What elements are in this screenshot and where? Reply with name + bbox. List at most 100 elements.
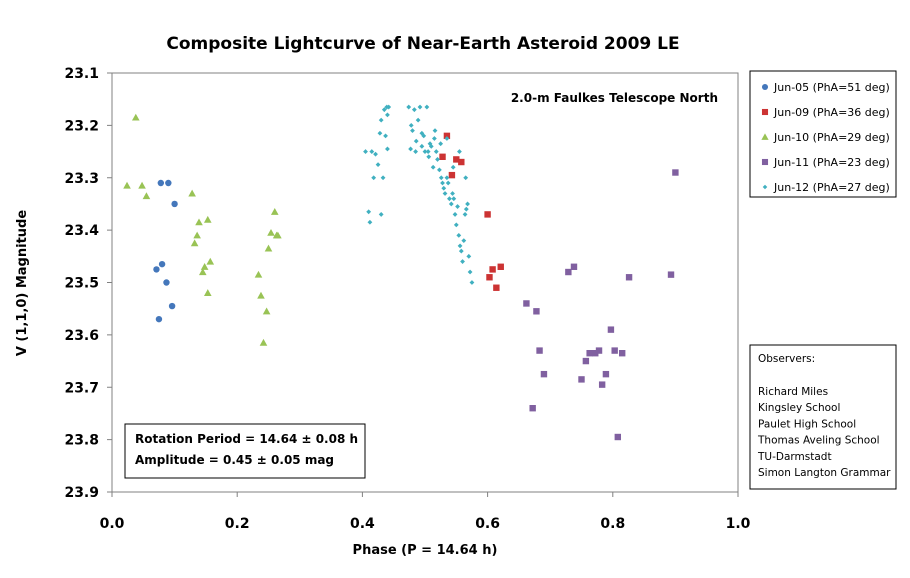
data-point	[378, 212, 384, 217]
data-point	[425, 149, 431, 154]
legend-marker	[761, 83, 769, 91]
data-point	[456, 232, 462, 238]
data-point	[443, 132, 451, 140]
data-point	[410, 128, 415, 134]
data-point	[440, 180, 445, 186]
y-tick-label: 23.6	[64, 328, 99, 344]
series-4	[523, 169, 679, 441]
data-point	[259, 338, 268, 346]
data-point	[193, 231, 201, 239]
data-point	[408, 122, 414, 128]
data-point	[157, 179, 165, 187]
observer-name: Richard Miles	[758, 386, 828, 398]
data-point	[158, 260, 166, 268]
y-axis-ticks: 23.1 23.2 23.3 23.4 23.5 23.6 23.7 23.8 23.9	[64, 66, 112, 501]
series-5	[363, 104, 475, 285]
data-point	[426, 154, 432, 160]
legend-marker	[761, 108, 769, 116]
result-box: Rotation Period = 14.64 ± 0.08 h Amplitu…	[124, 423, 366, 479]
data-point	[264, 244, 273, 252]
data-point	[529, 405, 536, 412]
data-point	[369, 149, 375, 154]
data-point	[385, 146, 390, 152]
data-point	[455, 204, 460, 209]
data-point	[432, 128, 438, 134]
data-point	[419, 143, 425, 149]
data-point	[465, 201, 470, 207]
data-point	[375, 162, 381, 168]
data-point	[489, 266, 496, 273]
data-point	[484, 211, 491, 218]
observers-box: Observers: Richard Miles Kingsley School P…	[749, 344, 897, 490]
data-point	[153, 266, 160, 273]
data-point	[406, 104, 412, 110]
data-point	[602, 370, 610, 378]
data-point	[131, 113, 140, 121]
data-point	[203, 289, 212, 297]
data-point	[444, 175, 450, 181]
data-point	[533, 308, 540, 315]
data-point	[540, 370, 548, 378]
data-point	[413, 138, 419, 144]
data-point	[445, 180, 451, 186]
data-point	[262, 307, 271, 315]
data-point	[565, 268, 572, 276]
observer-name: Paulet High School	[758, 418, 856, 430]
x-tick-label: 1.0	[726, 516, 751, 532]
series-3	[123, 113, 282, 346]
data-point	[586, 350, 593, 357]
y-tick-label: 23.8	[64, 433, 99, 449]
data-point	[430, 164, 436, 170]
data-point	[667, 271, 675, 278]
result-box-frame	[124, 423, 366, 479]
y-tick-label: 23.1	[64, 66, 99, 82]
data-point	[469, 280, 475, 285]
data-point	[536, 347, 543, 354]
series-1	[153, 179, 178, 323]
x-tick-label: 0.0	[100, 516, 125, 532]
data-point	[367, 219, 373, 225]
data-point	[417, 104, 423, 110]
data-point	[448, 201, 454, 207]
observer-name: Simon Langton Grammar	[758, 467, 891, 479]
data-point	[267, 228, 275, 236]
data-point	[457, 149, 462, 154]
data-point	[427, 141, 433, 147]
data-point	[206, 257, 215, 265]
legend-entry: Jun-10 (PhA=29 deg)	[773, 131, 890, 144]
data-point	[433, 149, 439, 154]
x-tick-label: 0.6	[475, 516, 500, 532]
y-tick-label: 23.7	[64, 380, 99, 396]
data-point	[198, 268, 207, 276]
data-point	[448, 171, 456, 179]
data-point	[595, 347, 603, 354]
data-point	[578, 376, 585, 383]
amplitude-text: Amplitude = 0.45 ± 0.05 mag	[135, 453, 334, 467]
y-tick-label: 23.4	[64, 223, 99, 239]
legend-entry: Jun-09 (PhA=36 deg)	[773, 106, 890, 119]
rotation-period-text: Rotation Period = 14.64 ± 0.08 h	[135, 432, 358, 446]
data-point	[188, 189, 196, 197]
data-point	[163, 279, 170, 286]
data-point	[373, 151, 378, 157]
data-point	[466, 253, 472, 259]
data-point	[450, 164, 456, 170]
data-point	[408, 146, 414, 152]
data-point	[422, 149, 428, 154]
data-point	[458, 248, 464, 254]
data-point	[419, 130, 425, 136]
data-point	[447, 196, 452, 202]
legend: Jun-05 (PhA=51 deg) Jun-09 (PhA=36 deg) Ju…	[749, 70, 897, 198]
data-point	[463, 206, 469, 212]
x-tick-label: 0.8	[600, 516, 625, 532]
legend-entry: Jun-11 (PhA=23 deg)	[773, 156, 890, 169]
x-tick-label: 0.4	[350, 516, 375, 532]
data-point	[257, 291, 265, 299]
data-point	[452, 212, 458, 217]
data-point	[450, 191, 455, 196]
data-point	[270, 207, 279, 215]
data-point	[523, 300, 530, 307]
data-point	[195, 218, 203, 226]
data-point	[614, 433, 622, 441]
data-point	[570, 263, 578, 270]
